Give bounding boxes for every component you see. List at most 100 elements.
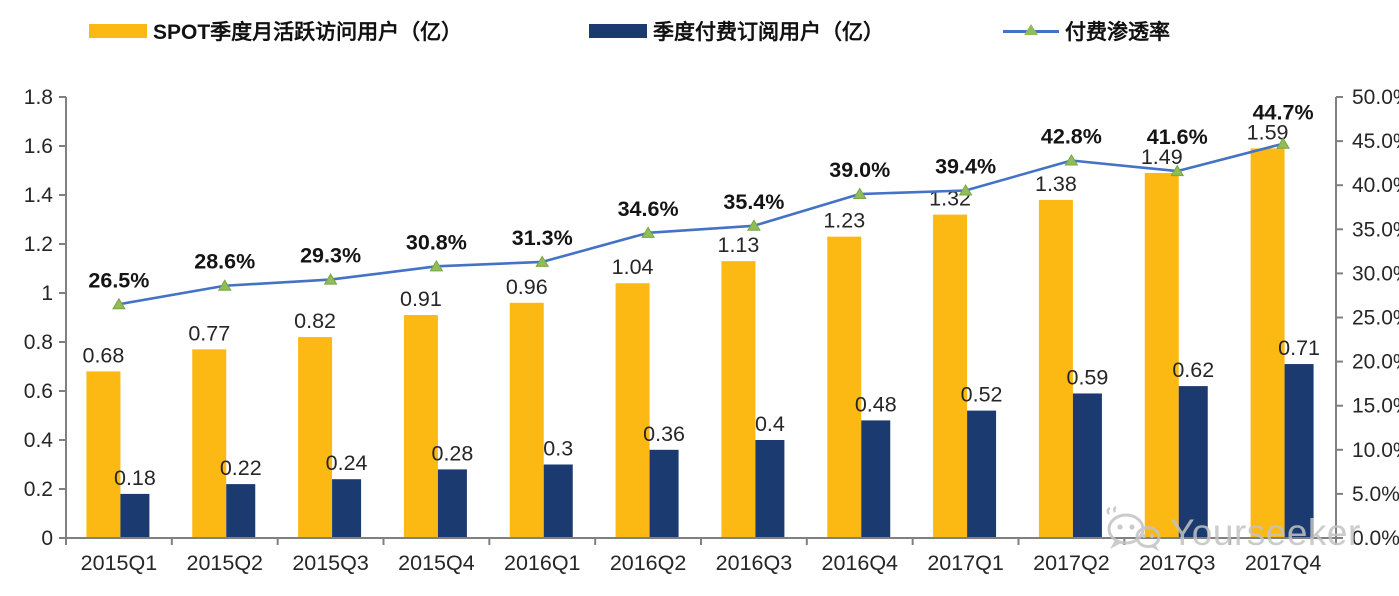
legend-label-mau: SPOT季度月活跃访问用户（亿）: [153, 21, 463, 44]
right-axis-tick-label: 15.0%: [1352, 395, 1399, 418]
legend-item-subs: 季度付费订阅用户（亿）: [589, 16, 884, 46]
bar-value-label-subs: 0.28: [431, 441, 473, 465]
penetration-line: [118, 142, 1284, 306]
legend-label-subs: 季度付费订阅用户（亿）: [653, 21, 884, 44]
penetration-pct-label: 39.4%: [935, 154, 996, 178]
left-axis-tick-label: 1.2: [24, 233, 53, 256]
bar-subs: [1178, 386, 1208, 538]
bar-value-label-mau: 1.23: [823, 209, 865, 233]
x-axis-tick-label: 2016Q4: [821, 551, 898, 575]
right-axis-tick-label: 30.0%: [1352, 262, 1399, 285]
legend-triangle-marker-icon: [1024, 24, 1038, 35]
penetration-pct-label: 39.0%: [829, 158, 890, 182]
legend-label-penetration: 付费渗透率: [1065, 21, 1170, 44]
bar-value-label-mau: 1.13: [717, 233, 759, 257]
penetration-marker-triangle-icon: [1170, 164, 1185, 177]
penetration-pct-label: 42.8%: [1041, 125, 1102, 149]
legend-swatch-mau-icon: [89, 24, 147, 38]
penetration-pct-label: 41.6%: [1147, 125, 1208, 149]
left-axis-tick-label: 0.4: [24, 429, 54, 452]
left-axis-tick-label: 1.4: [24, 184, 54, 207]
right-axis-tick-label: 0.0%: [1352, 527, 1399, 550]
bar-subs: [226, 484, 256, 538]
x-axis-tick-label: 2015Q4: [398, 551, 475, 575]
bar-subs: [332, 479, 362, 538]
left-axis-tick-label: 0: [41, 527, 53, 550]
penetration-pct-label: 35.4%: [723, 190, 784, 214]
penetration-pct-label: 44.7%: [1253, 100, 1314, 124]
bar-value-label-subs: 0.52: [961, 383, 1003, 407]
bar-mau: [192, 349, 227, 538]
bar-value-label-subs: 0.24: [326, 451, 368, 475]
x-axis-tick-label: 2017Q2: [1033, 551, 1110, 575]
penetration-marker-triangle-icon: [535, 255, 550, 267]
bar-mau: [721, 261, 756, 538]
left-axis-tick-label: 0.2: [24, 478, 53, 501]
x-axis-tick-label: 2017Q3: [1139, 551, 1216, 575]
bar-subs: [1072, 393, 1102, 538]
bar-value-label-subs: 0.4: [755, 412, 785, 436]
x-axis-tick-label: 2015Q1: [81, 551, 158, 575]
bar-value-label-mau: 1.38: [1035, 172, 1077, 196]
bar-mau: [615, 283, 650, 538]
left-axis-tick-label: 0.8: [24, 331, 53, 354]
penetration-pct-label: 29.3%: [300, 244, 361, 268]
right-axis-tick-label: 35.0%: [1352, 218, 1399, 241]
x-axis-tick-label: 2017Q1: [927, 551, 1004, 575]
penetration-marker-triangle-icon: [1276, 137, 1290, 149]
left-axis-tick-label: 1: [41, 282, 53, 305]
bar-value-label-subs: 0.59: [1066, 365, 1108, 389]
bar-value-label-mau: 0.91: [400, 287, 442, 311]
bar-mau: [298, 337, 333, 538]
penetration-pct-label: 34.6%: [618, 197, 679, 221]
bar-mau: [933, 214, 968, 538]
bar-subs: [1284, 364, 1314, 538]
bar-mau: [509, 302, 544, 538]
legend-item-mau: SPOT季度月活跃访问用户（亿）: [89, 16, 462, 46]
bar-subs: [755, 440, 785, 538]
bar-value-label-subs: 0.22: [220, 456, 262, 480]
bar-value-label-subs: 0.3: [543, 437, 573, 461]
right-axis-tick-label: 45.0%: [1352, 130, 1399, 153]
bar-subs: [120, 493, 150, 538]
bar-value-label-subs: 0.71: [1278, 336, 1320, 360]
left-axis-tick-label: 1.6: [24, 135, 53, 158]
left-axis-tick-label: 0.6: [24, 380, 53, 403]
right-axis-tick-label: 5.0%: [1352, 483, 1399, 506]
bar-value-label-subs: 0.62: [1172, 358, 1214, 382]
bar-value-label-subs: 0.36: [643, 422, 685, 446]
bar-mau: [1250, 148, 1285, 538]
right-axis-tick-label: 10.0%: [1352, 439, 1399, 462]
bar-subs: [967, 410, 997, 538]
bar-mau: [403, 315, 438, 538]
bar-mau: [1038, 199, 1073, 538]
bar-value-label-mau: 1.04: [612, 255, 654, 279]
right-axis-tick-label: 50.0%: [1352, 86, 1399, 109]
bar-value-label-subs: 0.18: [114, 466, 156, 490]
penetration-marker-triangle-icon: [641, 226, 655, 238]
bar-value-label-mau: 0.68: [82, 343, 124, 367]
penetration-pct-label: 31.3%: [512, 226, 573, 250]
bar-value-label-subs: 0.48: [855, 392, 897, 416]
penetration-marker-triangle-icon: [429, 259, 444, 272]
right-axis-tick-label: 40.0%: [1352, 174, 1399, 197]
bar-subs: [861, 420, 891, 538]
x-axis-tick-label: 2016Q2: [610, 551, 687, 575]
penetration-pct-label: 28.6%: [194, 250, 255, 274]
penetration-marker-triangle-icon: [112, 297, 126, 310]
penetration-marker-triangle-icon: [958, 184, 973, 196]
left-axis-tick-label: 1.8: [24, 86, 53, 109]
bar-value-label-mau: 0.96: [506, 275, 548, 299]
penetration-pct-label: 26.5%: [88, 268, 149, 292]
x-axis-tick-label: 2016Q1: [504, 551, 581, 575]
bar-subs: [437, 469, 467, 538]
bar-subs: [543, 464, 573, 538]
penetration-marker-triangle-icon: [217, 279, 232, 291]
x-axis-tick-label: 2017Q4: [1245, 551, 1322, 575]
bar-value-label-mau: 1.49: [1141, 145, 1183, 169]
penetration-marker-triangle-icon: [747, 219, 761, 231]
penetration-pct-label: 30.8%: [406, 230, 467, 254]
legend-swatch-subs-icon: [589, 24, 647, 38]
penetration-marker-triangle-icon: [852, 187, 867, 200]
